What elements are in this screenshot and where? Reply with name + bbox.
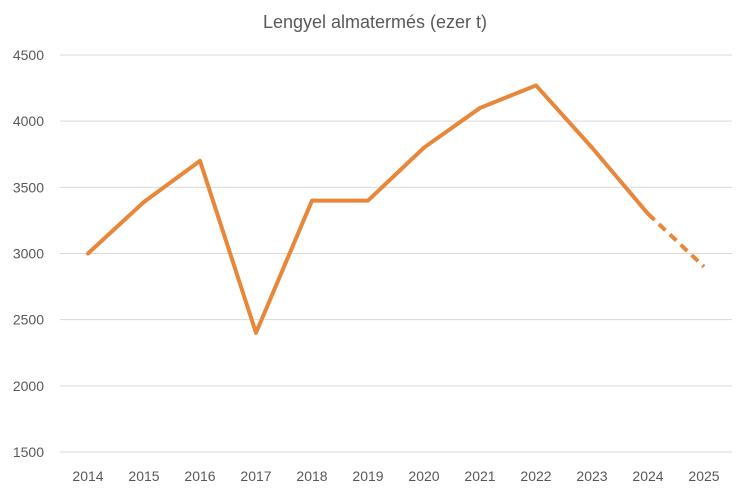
x-tick-label: 2019	[352, 468, 383, 484]
y-tick-label: 3500	[13, 179, 44, 195]
series-line-projected	[646, 212, 706, 269]
y-tick-label: 4500	[13, 47, 44, 63]
y-tick-label: 1500	[13, 444, 44, 460]
x-tick-label: 2020	[408, 468, 439, 484]
x-tick-label: 2017	[240, 468, 271, 484]
series-line	[86, 83, 650, 335]
chart-title: Lengyel almatermés (ezer t)	[263, 12, 487, 32]
x-tick-label: 2014	[72, 468, 103, 484]
y-tick-label: 2500	[13, 312, 44, 328]
series-layer	[86, 83, 706, 335]
x-tick-label: 2024	[632, 468, 663, 484]
gridlines	[60, 54, 732, 453]
x-tick-label: 2023	[576, 468, 607, 484]
y-axis-ticks: 1500 2000 2500 3000 3500 4000 4500	[13, 47, 44, 460]
x-tick-label: 2021	[464, 468, 495, 484]
x-tick-label: 2016	[184, 468, 215, 484]
x-tick-label: 2025	[688, 468, 719, 484]
x-tick-label: 2018	[296, 468, 327, 484]
y-tick-label: 4000	[13, 113, 44, 129]
x-tick-label: 2015	[128, 468, 159, 484]
x-tick-label: 2022	[520, 468, 551, 484]
y-tick-label: 3000	[13, 246, 44, 262]
x-axis-ticks: 2014 2015 2016 2017 2018 2019 2020 2021 2022 2023…	[72, 468, 719, 484]
y-tick-label: 2000	[13, 378, 44, 394]
